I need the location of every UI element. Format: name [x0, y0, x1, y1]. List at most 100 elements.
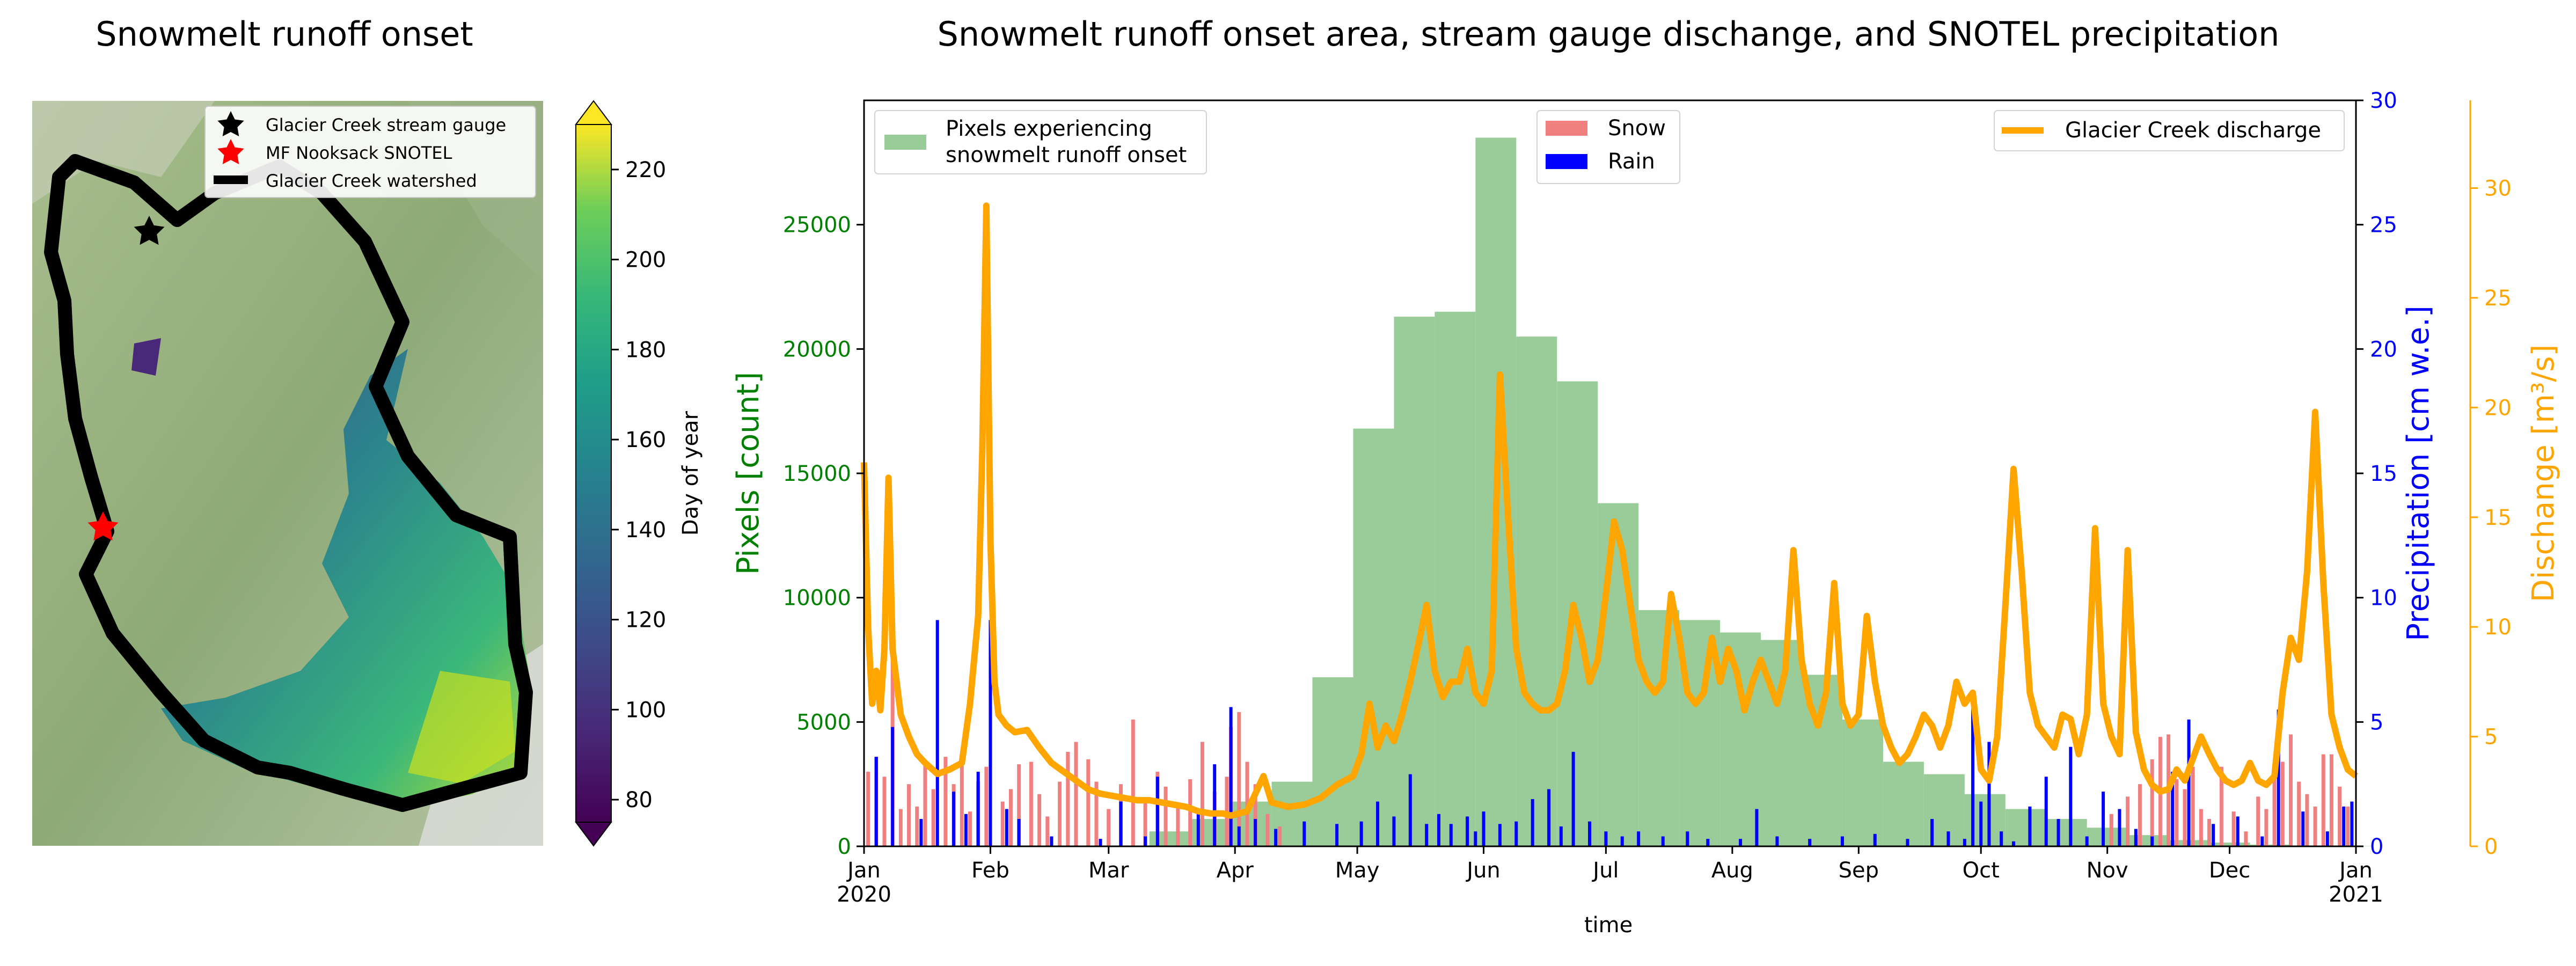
pixels-bar	[1964, 794, 2006, 846]
x-tick-label: Oct	[1963, 858, 2000, 883]
rain-bar	[2260, 836, 2264, 846]
pixels-bar	[2250, 844, 2291, 846]
rain-bar	[2171, 772, 2175, 846]
rain-bar	[1302, 821, 1306, 846]
rain-bar	[2028, 806, 2032, 846]
precip-axis-ticks: 0 5 10 15 20 25 30	[2356, 89, 2397, 859]
rain-bar	[1946, 831, 1950, 846]
colorbar-extend-top	[575, 100, 612, 125]
rain-bar	[1547, 789, 1551, 846]
snow-bar	[1029, 762, 1033, 846]
pixels-bar	[1516, 336, 1557, 846]
x-tick-label: Jul	[1591, 858, 1619, 883]
pixels-bar	[2209, 843, 2250, 846]
snow-bar	[1278, 826, 1282, 846]
rain-bar	[1571, 751, 1575, 846]
pixels-bar	[1598, 503, 1639, 846]
legend-watershed-label: Glacier Creek watershed	[266, 171, 477, 191]
rain-bar	[2011, 841, 2015, 846]
x-tick-year-label: 2020	[837, 882, 891, 907]
snow-bar	[1094, 781, 1099, 846]
discharge-legend-label: Glacier Creek discharge	[2065, 118, 2321, 143]
pixels-bar	[1190, 819, 1231, 846]
snow-bar	[1200, 742, 1204, 846]
left-panel-title: Snowmelt runoff onset	[96, 14, 473, 54]
snotel-star	[87, 511, 119, 541]
snow-bar	[1017, 764, 1021, 846]
snow-bar	[1143, 801, 1147, 846]
snow-bar	[2183, 789, 2187, 846]
rain-bar	[1873, 833, 1877, 846]
rain-bar	[1144, 836, 1147, 846]
colorbar-label: Day of year	[678, 411, 703, 536]
snow-bar	[2199, 809, 2203, 846]
snow-bar	[2126, 796, 2130, 846]
x-tick-label: Aug	[1711, 858, 1753, 883]
rain-bar	[1661, 836, 1665, 846]
colorbar-tick-label: 80	[625, 788, 653, 813]
rain-bar	[919, 819, 923, 846]
precip-tick-label: 15	[2370, 462, 2397, 486]
precip-legend: Snow Rain	[1536, 110, 1680, 184]
colorbar-tick-label: 100	[625, 698, 666, 722]
map-legend: Glacier Creek stream gauge MF Nooksack S…	[204, 106, 536, 198]
rain-bar	[1229, 707, 1233, 846]
colorbar-tick-label: 180	[625, 338, 666, 362]
snow-bar	[2338, 786, 2342, 846]
snow-bar	[1066, 751, 1070, 846]
x-tick-year-label: 2021	[2329, 882, 2383, 907]
x-axis-label: time	[1584, 913, 1633, 938]
snow-bar	[915, 806, 919, 846]
watershed-map: Glacier Creek stream gauge MF Nooksack S…	[32, 101, 543, 846]
snow-bar	[1086, 759, 1091, 846]
left-panel: Snowmelt runoff onset Glacier Creek stre…	[32, 14, 703, 847]
snow-bar	[1237, 712, 1241, 846]
chart-title: Snowmelt runoff onset area, stream gauge…	[938, 14, 2280, 54]
rain-bar	[1099, 839, 1102, 846]
legend-snotel-star-icon	[217, 139, 244, 164]
discharge-legend: Glacier Creek discharge	[1994, 110, 2345, 151]
precip-tick-label: 0	[2370, 835, 2383, 859]
rain-bar	[1425, 824, 1429, 846]
rain-bar	[989, 620, 992, 846]
snow-bar	[2297, 781, 2301, 846]
rain-bar	[2134, 829, 2138, 846]
pixels-legend: Pixels experiencing snowmelt runoff onse…	[874, 110, 1207, 174]
pixels-bar	[2005, 809, 2046, 846]
snow-bar	[2272, 766, 2277, 846]
rain-bar	[1376, 801, 1380, 846]
rain-bar	[1437, 814, 1440, 846]
gauge-star	[134, 216, 165, 245]
rain-bar	[2069, 747, 2073, 846]
pixels-tick-label: 5000	[796, 710, 851, 735]
pixels-tick-label: 25000	[783, 213, 851, 238]
rain-bar	[1196, 814, 1200, 846]
rain-bar	[1531, 799, 1534, 846]
snow-bar	[2346, 806, 2350, 846]
rain-bar	[1449, 824, 1453, 846]
rain-bar	[2277, 709, 2280, 846]
colorbar-tick-label: 140	[625, 518, 666, 543]
pixels-legend-box	[874, 110, 1207, 174]
discharge-legend-box	[1994, 110, 2345, 151]
right-panel: Snowmelt runoff onset area, stream gauge…	[731, 14, 2561, 938]
legend-watershed-swatch	[214, 175, 248, 184]
snow-bar	[923, 762, 927, 846]
snow-bar	[968, 811, 972, 846]
precip-tick-label: 20	[2370, 337, 2397, 362]
snow-bar	[2138, 784, 2142, 846]
snow-bar	[960, 764, 964, 846]
rain-bar	[1017, 819, 1021, 846]
x-tick-label: Jan	[2338, 858, 2373, 883]
precip-tick-label: 25	[2370, 213, 2397, 238]
colorbar-gradient	[575, 124, 612, 823]
rain-bar	[1408, 774, 1412, 846]
rain-bar	[1474, 831, 1477, 846]
rain-bar	[1588, 821, 1592, 846]
rain-bar	[1906, 839, 1909, 846]
x-tick-label: Sep	[1839, 858, 1879, 883]
pixels-legend-line1: Pixels experiencing	[946, 116, 1152, 141]
x-tick-label: Dec	[2209, 858, 2250, 883]
rain-bar	[2150, 836, 2154, 846]
